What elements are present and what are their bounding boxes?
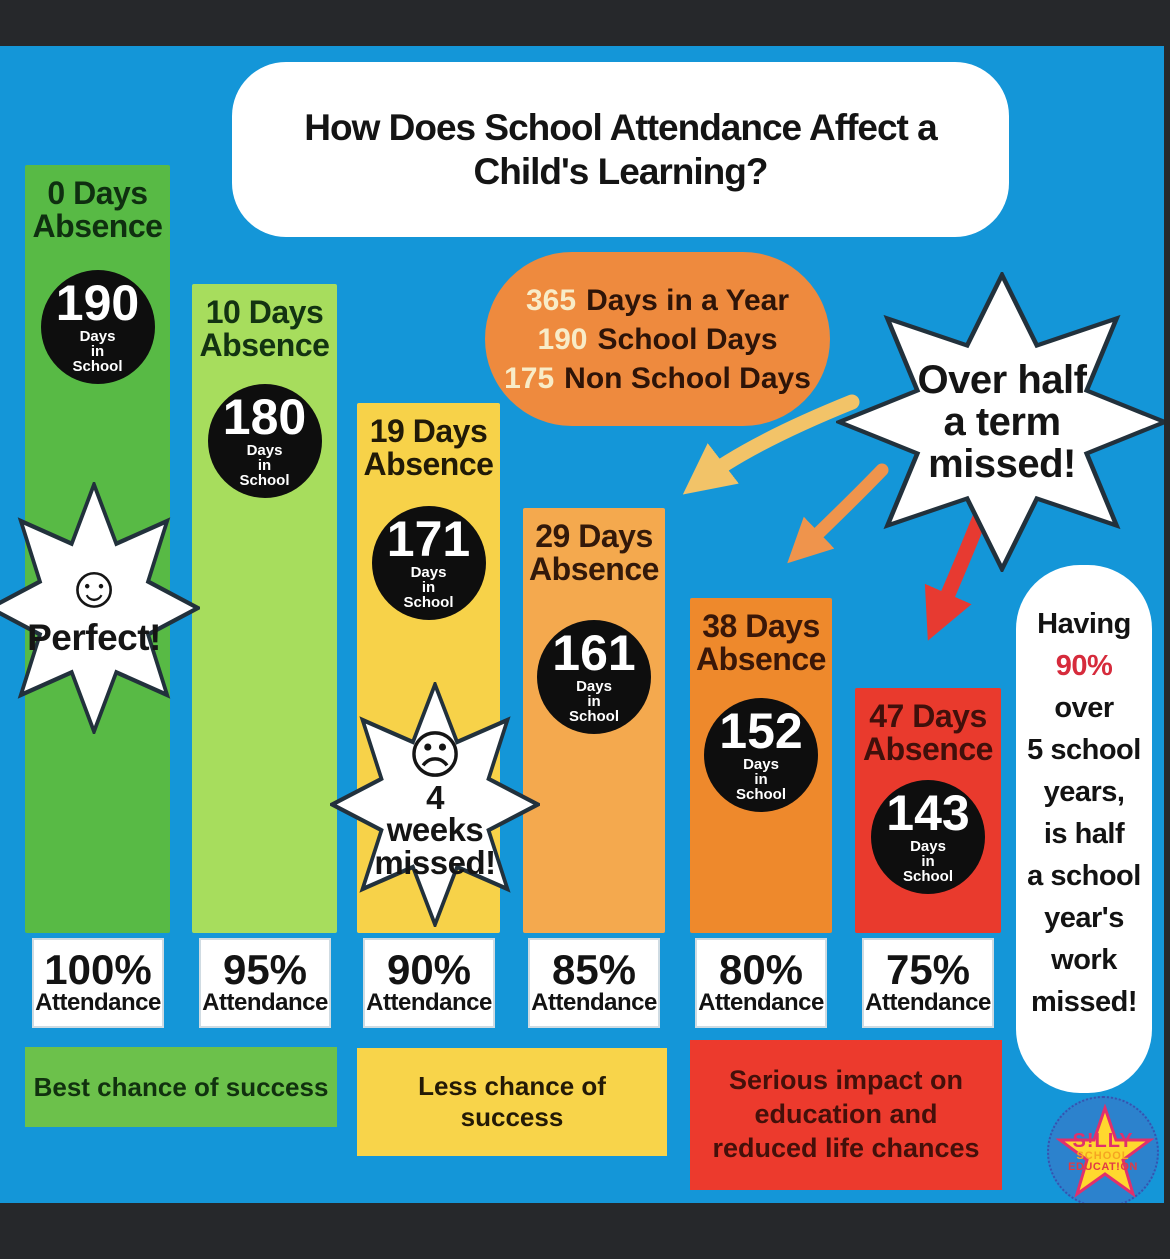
attendance-box-90: 90% Attendance — [363, 938, 495, 1028]
attendance-word: Attendance — [202, 989, 328, 1017]
perfect-star-content: ☺ Perfect! — [27, 557, 161, 659]
days-in-school-caption: Days in School — [735, 755, 786, 804]
top-letterbox-band — [0, 0, 1170, 46]
outcome-serious-impact: Serious impact on education and reduced … — [690, 1040, 1002, 1190]
days-in-school-badge: 161 Days in School — [537, 620, 651, 734]
absence-label: 47 Days Absence — [863, 698, 993, 767]
days-in-school-caption: Days in School — [239, 441, 290, 490]
days-in-school-caption: Days in School — [403, 563, 454, 612]
starburst-shape — [0, 482, 200, 734]
attendance-word: Attendance — [531, 989, 657, 1017]
days-in-school-number: 190 — [55, 274, 140, 331]
side-note-highlight: 90% — [1055, 650, 1113, 683]
right-letterbox-strip — [1164, 0, 1170, 1259]
days-in-school-number: 152 — [719, 702, 803, 759]
side-note-post: over 5 school years, is half a school ye… — [1027, 692, 1141, 1019]
logo-line1: S!LLY — [1072, 1130, 1134, 1152]
attendance-percent: 85% — [551, 946, 637, 994]
days-in-school-caption: Days in School — [902, 837, 953, 886]
days-in-year-number: 365 — [526, 283, 577, 317]
non-school-days-number: 175 — [504, 361, 555, 395]
starburst-icon — [330, 682, 540, 927]
absence-label: 29 Days Absence — [529, 518, 659, 587]
over-half-label: Over half a term missed! — [917, 358, 1087, 486]
bar-10-days-absence: 10 Days Absence 180 Days in School — [192, 284, 337, 933]
days-in-year-text: Days in a Year — [586, 283, 789, 317]
days-in-school-number: 143 — [886, 784, 970, 841]
perfect-label: Perfect! — [27, 617, 161, 658]
days-in-school-badge: 180 Days in School — [207, 384, 322, 498]
four-weeks-star-content: ☹ 4 weeks missed! — [374, 727, 496, 881]
logo-text: S!LLY SCHOOL EDUCAT!ON — [1068, 1131, 1138, 1173]
starburst-icon — [0, 482, 200, 734]
school-days-text: School Days — [597, 322, 778, 356]
days-in-school-number: 161 — [552, 624, 636, 681]
attendance-box-80: 80% Attendance — [695, 938, 827, 1028]
attendance-percent: 95% — [222, 946, 308, 994]
year-breakdown-bubble: 365 Days in a Year 190 School Days 175 N… — [485, 252, 830, 426]
year-breakdown-line: 190 School Days — [537, 323, 777, 356]
absence-label: 0 Days Absence — [32, 175, 163, 244]
school-days-number: 190 — [537, 322, 588, 356]
over-half-term-star: Over half a term missed! — [836, 272, 1168, 572]
attendance-box-85: 85% Attendance — [528, 938, 660, 1028]
attendance-word: Attendance — [865, 989, 991, 1017]
days-in-school-number: 180 — [222, 388, 307, 445]
attendance-percent: 75% — [885, 946, 971, 994]
over-half-star-content: Over half a term missed! — [918, 359, 1087, 485]
year-breakdown-line: 365 Days in a Year — [526, 284, 789, 317]
days-in-school-caption: Days in School — [568, 677, 619, 726]
days-in-school-caption: Days in School — [72, 327, 123, 376]
attendance-word: Attendance — [366, 989, 492, 1017]
sad-face-icon: ☹ — [407, 727, 463, 785]
logo-line3: EDUCAT!ON — [1068, 1161, 1138, 1173]
attendance-percent: 80% — [718, 946, 804, 994]
absence-label: 38 Days Absence — [696, 608, 826, 677]
logo-star-icon — [1055, 1104, 1155, 1198]
four-weeks-missed-star: ☹ 4 weeks missed! — [330, 682, 540, 927]
days-in-school-badge: 171 Days in School — [371, 506, 486, 620]
non-school-days-text: Non School Days — [564, 361, 811, 395]
side-note-pre: Having — [1037, 608, 1131, 640]
bar-47-days-absence: 47 Days Absence 143 Days in School — [855, 688, 1001, 933]
logo-badge: S!LLY SCHOOL EDUCAT!ON — [1047, 1096, 1159, 1208]
attendance-box-100: 100% Attendance — [32, 938, 164, 1028]
attendance-word: Attendance — [698, 989, 824, 1017]
attendance-box-95: 95% Attendance — [199, 938, 331, 1028]
attendance-word: Attendance — [35, 989, 161, 1017]
logo-line2: SCHOOL — [1076, 1150, 1130, 1162]
days-in-school-number: 171 — [386, 510, 471, 567]
absence-label: 19 Days Absence — [363, 413, 494, 482]
attendance-percent: 90% — [386, 946, 472, 994]
outcome-less-chance: Less chance of success — [357, 1048, 667, 1156]
page-title: How Does School Attendance Affect a Chil… — [304, 106, 937, 192]
attendance-box-75: 75% Attendance — [862, 938, 994, 1028]
bottom-letterbox-band — [0, 1203, 1170, 1259]
starburst-shape — [330, 682, 540, 927]
bar-38-days-absence: 38 Days Absence 152 Days in School — [690, 598, 832, 933]
year-breakdown-line: 175 Non School Days — [504, 362, 811, 395]
attendance-percent: 100% — [44, 946, 152, 994]
perfect-star: ☺ Perfect! — [0, 482, 200, 734]
side-note: Having 90% over 5 school years, is half … — [1016, 565, 1152, 1093]
days-in-school-badge: 143 Days in School — [871, 780, 985, 894]
smiley-face-icon: ☺ — [63, 553, 125, 620]
four-weeks-label: 4 weeks missed! — [374, 779, 496, 881]
starburst-icon — [836, 272, 1168, 572]
title-bubble: How Does School Attendance Affect a Chil… — [232, 62, 1009, 237]
starburst-shape — [836, 272, 1168, 572]
logo-star-shape — [1055, 1104, 1155, 1198]
days-in-school-badge: 152 Days in School — [704, 698, 818, 812]
outcome-best-chance: Best chance of success — [25, 1047, 337, 1127]
absence-label: 10 Days Absence — [199, 294, 330, 363]
days-in-school-badge: 190 Days in School — [40, 270, 155, 384]
bar-29-days-absence: 29 Days Absence 161 Days in School — [523, 508, 665, 933]
